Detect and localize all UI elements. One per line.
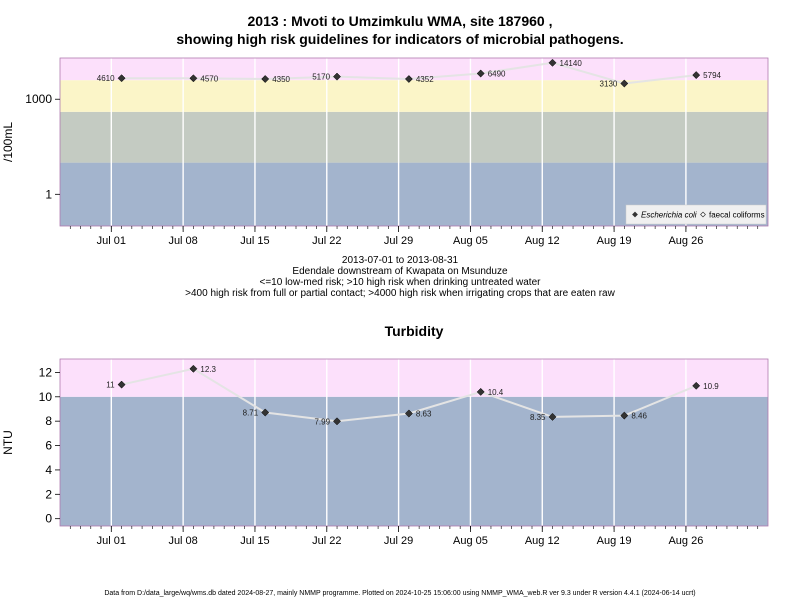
chart-title-line-1: 2013 : Mvoti to Umzimkulu WMA, site 1879…	[248, 13, 553, 29]
footer-note: Data from D:/data_large/wq/wms.db dated …	[104, 590, 695, 597]
risk-band	[60, 359, 768, 397]
plot-frame	[59, 57, 769, 227]
data-point	[333, 417, 341, 426]
risk-band	[60, 80, 768, 112]
risk-band	[60, 111, 768, 163]
x-tick-label: Aug 19	[597, 535, 632, 547]
data-point	[404, 75, 413, 83]
x-tick-label: Jul 29	[384, 235, 413, 247]
x-tick-label: Aug 05	[453, 235, 488, 247]
x-tick-label: Aug 26	[668, 235, 703, 247]
legend-label: faecal coliforms	[709, 211, 765, 220]
y-tick-label: 0	[45, 512, 52, 526]
data-label: 14140	[560, 59, 583, 68]
data-point	[189, 364, 198, 373]
data-point	[117, 74, 126, 83]
data-point	[476, 69, 485, 78]
data-label: 4352	[416, 75, 434, 84]
x-tick-label: Aug 12	[525, 235, 560, 247]
data-point	[404, 409, 413, 418]
data-point	[692, 71, 701, 80]
turbidity-title: Turbidity	[385, 323, 444, 339]
data-point	[261, 408, 270, 417]
data-point	[620, 411, 629, 420]
data-label: 6490	[488, 69, 506, 78]
y-axis-label: NTU	[1, 430, 15, 455]
legend-label: Escherichia coli	[641, 211, 697, 220]
y-tick-label: 10	[39, 390, 53, 404]
drinking-guideline-text: <=10 low-med risk; >10 high risk when dr…	[260, 277, 542, 288]
data-label: 4350	[272, 75, 290, 84]
x-tick-label: Aug 26	[668, 535, 703, 547]
data-label: 8.63	[416, 409, 432, 418]
data-point	[333, 72, 341, 81]
date-range-text: 2013-07-01 to 2013-08-31	[342, 255, 459, 266]
data-label: 5170	[312, 73, 330, 82]
plot-frame	[59, 358, 769, 527]
y-tick-label: 1	[45, 187, 52, 201]
data-label: 4610	[97, 74, 115, 83]
x-tick-label: Aug 05	[453, 535, 488, 547]
legend-box	[625, 204, 767, 225]
data-label: 11	[106, 381, 115, 390]
data-label: 8.46	[631, 412, 647, 421]
data-label: 3130	[600, 80, 618, 89]
data-label: 12.3	[200, 365, 216, 374]
y-axis-label: /100mL	[1, 122, 15, 162]
x-tick-label: Jul 08	[168, 235, 197, 247]
risk-band	[60, 396, 768, 526]
x-tick-label: Jul 22	[312, 535, 341, 547]
x-tick-label: Jul 08	[168, 535, 197, 547]
data-point	[117, 380, 126, 389]
y-tick-label: 1000	[25, 92, 52, 106]
legend-marker	[632, 211, 638, 218]
data-label: 4570	[200, 74, 218, 83]
x-tick-label: Jul 22	[312, 235, 341, 247]
data-point	[476, 387, 485, 396]
data-label: 8.71	[243, 409, 259, 418]
risk-band	[60, 58, 768, 81]
contact-guideline-text: >400 high risk from full or partial cont…	[185, 288, 615, 299]
x-tick-label: Jul 29	[384, 535, 413, 547]
legend-marker	[700, 211, 706, 218]
x-tick-label: Aug 19	[597, 235, 632, 247]
y-tick-label: 8	[45, 414, 52, 428]
data-label: 8.35	[530, 413, 546, 422]
y-tick-label: 12	[39, 365, 53, 379]
x-tick-label: Jul 01	[97, 235, 126, 247]
ecoli-panel: 1 1000/100mL Jul 01 Jul 08 Jul 15 Jul 22 Jul 2…	[1, 57, 769, 247]
data-point	[189, 74, 198, 83]
x-tick-label: Jul 01	[97, 535, 126, 547]
chart-title-line-2: showing high risk guidelines for indicat…	[176, 31, 623, 47]
data-label: 10.9	[703, 382, 719, 391]
x-tick-label: Jul 15	[240, 235, 269, 247]
y-tick-label: 6	[45, 439, 52, 453]
y-tick-label: 2	[45, 487, 52, 501]
data-point	[620, 79, 629, 88]
x-tick-label: Aug 12	[525, 535, 560, 547]
data-point	[548, 58, 557, 67]
data-label: 7.99	[314, 417, 330, 426]
turbidity-panel: 0 2 4 6 8 10 12 NTU Jul 01 Jul 08 Jul 15 Jul 22 Jul …	[1, 358, 769, 547]
y-tick-label: 4	[45, 463, 52, 477]
data-point	[692, 381, 701, 390]
x-tick-label: Jul 15	[240, 535, 269, 547]
data-label: 10.4	[488, 388, 504, 397]
site-name-text: Edendale downstream of Kwapata on Msundu…	[292, 266, 508, 277]
data-label: 5794	[703, 71, 721, 80]
data-point	[261, 75, 270, 83]
data-point	[548, 412, 557, 421]
